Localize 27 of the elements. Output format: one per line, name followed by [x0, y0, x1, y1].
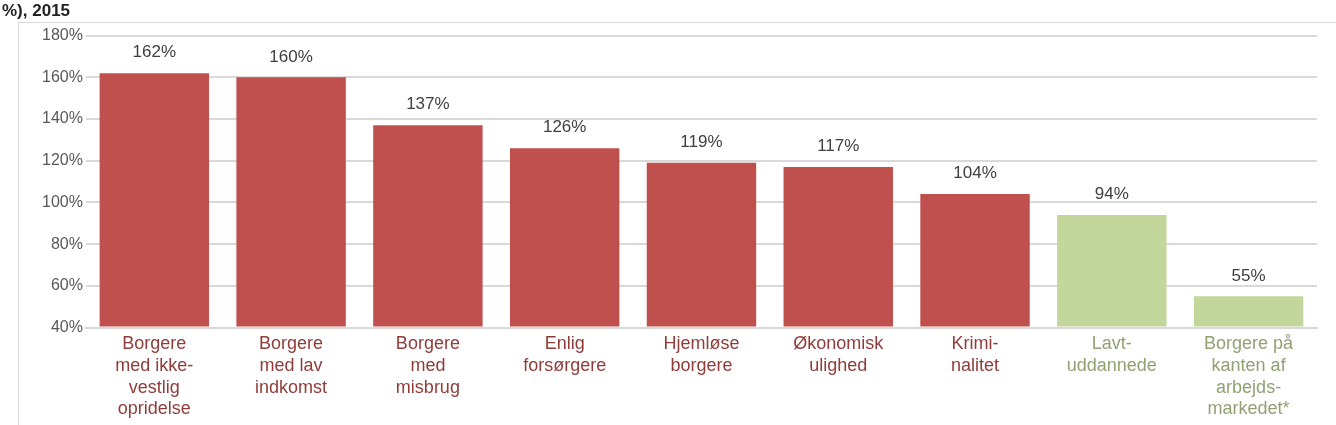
data-label: 117% [817, 136, 860, 156]
y-tick-label: 180% [42, 26, 83, 44]
data-label: 160% [269, 46, 313, 66]
x-tick-label: Borgere på kanten af arbejds- markedet* [1204, 333, 1295, 419]
x-tick-label: Borgere med lav indkomst [255, 333, 328, 397]
data-label: 55% [1231, 265, 1266, 285]
data-label: 104% [953, 163, 997, 183]
x-tick-label: Enlig forsørgere [523, 333, 607, 375]
y-tick-label: 160% [42, 67, 83, 85]
data-label: 137% [406, 94, 450, 114]
y-tick-label: 60% [50, 276, 83, 294]
y-tick-label: 120% [42, 151, 83, 169]
y-tick-label: 80% [50, 234, 83, 252]
y-tick-label: 40% [50, 318, 83, 336]
x-tick-label: Hjemløse borgere [663, 333, 740, 375]
x-tick-label: Økonomisk ulighed [793, 333, 885, 375]
x-tick-label: Borgere med misbrug [395, 333, 460, 397]
y-tick-label: 140% [42, 109, 83, 127]
data-label: 119% [680, 132, 723, 152]
x-tick-label: Lavt- uddannede [1066, 333, 1157, 375]
x-tick-label: Krimi- nalitet [951, 333, 1000, 375]
x-tick-label: Borgere med ikke- vestlig opridelse [115, 333, 194, 419]
data-label: 94% [1094, 184, 1129, 204]
data-label: 162% [132, 42, 177, 62]
y-tick-label: 100% [42, 192, 83, 210]
data-label: 126% [542, 117, 587, 137]
chart-title: %), 2015 [2, 1, 71, 21]
